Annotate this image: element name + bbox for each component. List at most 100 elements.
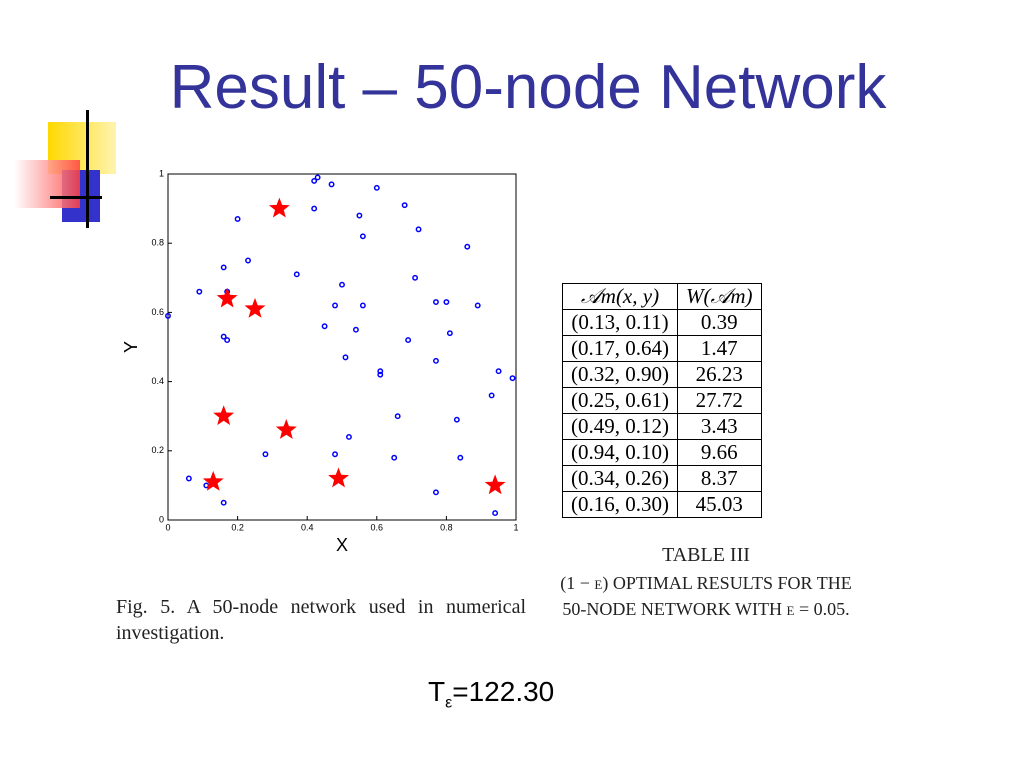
table-cell: (0.17, 0.64) (562, 335, 678, 362)
table-cell: 26.23 (677, 361, 762, 388)
table-row: (0.94, 0.10) 9.66 (562, 439, 762, 466)
node-point (321, 323, 328, 330)
node-point (446, 330, 453, 337)
node-point (509, 375, 516, 382)
y-tick-label: 1 (159, 168, 164, 178)
y-axis-label: Y (121, 341, 141, 353)
y-tick-label: 0.2 (151, 445, 164, 455)
table-cell: 9.66 (677, 439, 762, 466)
table-cell: (0.25, 0.61) (562, 387, 678, 414)
node-point (492, 510, 499, 517)
figure-caption: Fig. 5. A 50-node network used in numeri… (116, 596, 526, 644)
table-row: (0.17, 0.64) 1.47 (562, 335, 762, 362)
plot-frame (167, 173, 517, 521)
star-point (484, 474, 506, 495)
x-tick-label: 0.6 (371, 522, 384, 532)
node-point (359, 233, 366, 240)
footer-rest: =122.30 (452, 676, 555, 707)
node-point (415, 226, 422, 233)
node-point (220, 333, 227, 340)
node-point (433, 357, 439, 364)
deco-line (86, 110, 89, 228)
node-point (311, 205, 318, 212)
results-table: 𝒜m(x, y) W(𝒜m) (0.13, 0.11) 0.39 (0.17, 0.64… (562, 283, 762, 518)
node-point (394, 413, 401, 420)
table-cell: (0.16, 0.30) (562, 491, 678, 518)
header-cell: W(𝒜m) (677, 283, 762, 310)
star-point (213, 405, 235, 426)
node-point (339, 281, 345, 288)
node-point (405, 337, 412, 344)
footer-formula: Tε=122.30 (428, 676, 554, 713)
x-tick-label: 1 (513, 522, 518, 532)
y-tick-label: 0.6 (151, 307, 164, 317)
node-point (346, 434, 352, 440)
node-point (220, 499, 227, 506)
node-point (401, 202, 408, 209)
node-point (433, 489, 439, 496)
node-point (377, 368, 384, 375)
node-point (412, 274, 419, 281)
x-tick-label: 0 (165, 522, 170, 532)
node-point (474, 302, 481, 309)
star-point (202, 470, 224, 491)
node-point (203, 482, 210, 489)
table-row: (0.34, 0.26) 8.37 (562, 465, 762, 492)
node-point (262, 451, 269, 458)
node-point (328, 181, 335, 188)
table-row: (0.32, 0.90) 26.23 (562, 361, 762, 388)
node-point (245, 257, 251, 264)
table-caption: (1 − ε) OPTIMAL RESULTS FOR THE 50-NODE … (560, 573, 852, 619)
node-point (453, 416, 460, 423)
node-point (433, 299, 439, 305)
table-cell: 27.72 (677, 387, 762, 414)
x-tick-label: 0.2 (231, 522, 244, 532)
node-point (359, 302, 366, 309)
y-tick-label: 0 (159, 514, 164, 524)
node-point (457, 454, 464, 461)
node-point (332, 451, 338, 458)
x-axis-label: X (336, 535, 348, 555)
table-cell: (0.34, 0.26) (562, 465, 678, 492)
table-cell: (0.32, 0.90) (562, 361, 678, 388)
node-point (342, 354, 349, 361)
node-point (224, 337, 231, 344)
star-point (244, 297, 266, 318)
y-tick-label: 0.8 (151, 238, 164, 248)
table-row: (0.25, 0.61) 27.72 (562, 387, 762, 414)
node-point (377, 371, 384, 378)
slide-title: Result – 50-node Network (169, 53, 887, 122)
node-point (293, 271, 300, 278)
table-row: (0.13, 0.11) 0.39 (562, 309, 762, 336)
table-row: (0.16, 0.30) 45.03 (562, 491, 762, 518)
header-cell: 𝒜m(x, y) (562, 283, 678, 310)
footer-sub: ε (445, 694, 453, 712)
chart: X Y 0 0.2 0.4 0.6 0.8 1 0 0.2 0.4 0.6 0.8 1 (121, 168, 519, 555)
table-label: TABLE III (662, 544, 750, 566)
node-point (352, 326, 359, 333)
node-point (314, 174, 321, 181)
node-point (356, 212, 363, 219)
star-point (268, 197, 290, 218)
node-point (234, 216, 241, 222)
node-point (185, 475, 192, 482)
table-row: (0.49, 0.12) 3.43 (562, 413, 762, 440)
star-point (216, 287, 238, 308)
table-cell: 45.03 (677, 491, 762, 518)
star-point (275, 419, 297, 439)
footer-main: T (428, 676, 446, 707)
table-cell: (0.49, 0.12) (562, 413, 678, 440)
deco-line (50, 196, 102, 199)
node-point (165, 312, 171, 319)
table-cell: (0.13, 0.11) (562, 309, 678, 336)
node-point (488, 392, 495, 399)
node-point (196, 288, 203, 295)
table-cell: 3.43 (677, 413, 762, 440)
node-point (373, 184, 380, 191)
node-point (495, 368, 502, 375)
node-point (220, 264, 227, 271)
table-cell: 0.39 (677, 309, 762, 336)
y-tick-label: 0.4 (151, 376, 164, 386)
table-cell: 8.37 (677, 465, 762, 492)
